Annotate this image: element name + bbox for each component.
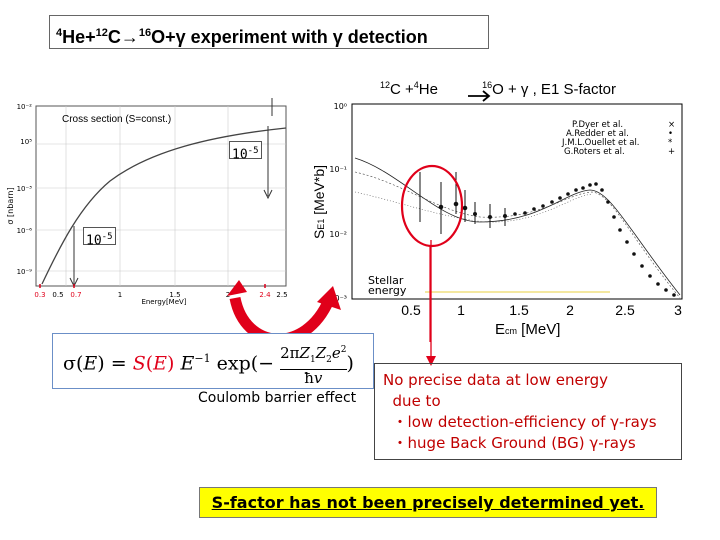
x-tick: 0.3 [34, 291, 45, 299]
y-axis-label: SE1 [MeV*b] [311, 165, 327, 239]
x-tick: 2.5 [615, 302, 635, 318]
x-axis-label: Energy[MeV] [141, 298, 186, 306]
x-tick: 0.7 [70, 291, 81, 299]
legend-entry: J.M.L.Ouellet et al. [561, 138, 640, 148]
x-tick: 2 [566, 302, 574, 318]
legend-entry: A.Redder et al. [566, 129, 629, 139]
y-tick: 10⁻² [329, 230, 347, 239]
svg-text:+: + [668, 147, 675, 157]
fit-curve [354, 157, 681, 296]
x-tick: 2.5 [276, 291, 287, 299]
x-tick: 1.5 [509, 302, 529, 318]
ten-power-label-left: 10-5 [83, 227, 116, 248]
note-line: No precise data at low energy [383, 371, 609, 389]
y-tick: 10⁻⁹ [17, 268, 33, 276]
y-tick: 10⁻¹ [329, 165, 347, 174]
data-points [419, 172, 676, 297]
s-factor-plot: 12C +4He 16O + γ , E1 S-factor 10⁰ 10⁻¹ … [311, 80, 683, 342]
pointer-arrow [426, 240, 436, 366]
y-tick: 10⁻⁶ [17, 227, 33, 235]
note-line: ・huge Back Ground (BG) γ-rays [383, 434, 636, 452]
y-tick: 10⁵ [20, 138, 32, 146]
y-tick: 10⁰ [334, 102, 347, 111]
x-tick: 0.5 [52, 291, 63, 299]
cross-section-curve [41, 127, 287, 285]
legend-entry: G.Roters et al. [564, 147, 625, 157]
y-tick: 10⁻² [17, 103, 33, 111]
svg-text:•: • [668, 129, 673, 139]
x-axis-label: Ecm [MeV] [495, 321, 560, 338]
coulomb-barrier-label: Coulomb barrier effect [198, 390, 357, 406]
svg-text:*: * [668, 138, 672, 148]
ten-power-label-top: 10-5 [229, 141, 262, 162]
low-energy-note: No precise data at low energy due to ・lo… [374, 363, 682, 460]
note-line: due to [383, 392, 441, 410]
x-tick: 1.5 [169, 291, 180, 299]
y-tick: 10⁻³ [17, 185, 33, 193]
x-tick: 1 [457, 302, 465, 318]
note-line: ・low detection-efficiency of γ-rays [383, 413, 657, 431]
arrow-icon [468, 90, 491, 102]
fit-curve [354, 191, 593, 223]
slide-title: 4He+12C→16O+γ experiment with γ detectio… [49, 15, 489, 49]
legend-entry: P.Dyer et al. [572, 120, 623, 130]
low-energy-highlight [400, 164, 464, 248]
plot-title: 12C +4He 16O + γ , E1 S-factor [380, 80, 616, 98]
y-axis-label: σ [nbarn] [6, 187, 15, 224]
cross-section-label: Cross section (S=const.) [62, 114, 171, 125]
stellar-label: Stellar [368, 274, 404, 287]
conclusion-banner: S-factor has not been precisely determin… [199, 487, 657, 518]
x-tick: 3 [674, 302, 682, 318]
x-tick: 2.4 [259, 291, 271, 299]
cross-section-formula: σ(E) = S(E) E−1 exp(− 2πZ1Z2e2 ħv ) [52, 333, 374, 389]
cross-section-plot: 10⁻² 10⁵ 10⁻³ 10⁻⁶ 10⁻⁹ σ [nbarn] 0.3 0.… [6, 98, 288, 306]
x-tick: 0.5 [401, 302, 421, 318]
legend: P.Dyer et al. A.Redder et al. J.M.L.Ouel… [561, 120, 675, 157]
svg-text:×: × [668, 120, 675, 130]
y-tick: 10⁻³ [329, 294, 347, 303]
stellar-label: energy [368, 284, 407, 297]
x-tick: 1 [118, 291, 122, 299]
